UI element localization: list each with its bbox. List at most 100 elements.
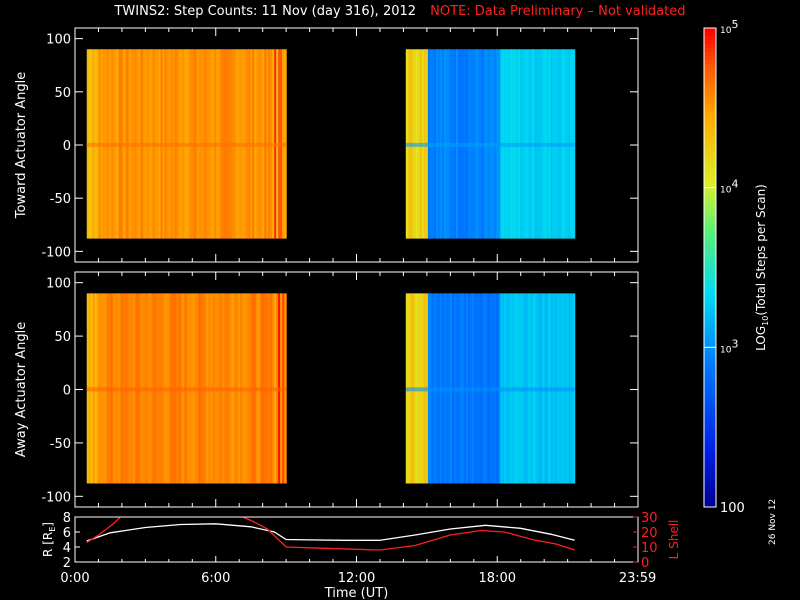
colorbar-cell: [704, 275, 716, 280]
colorbar-cell: [704, 347, 716, 352]
colorbar-cell: [704, 103, 716, 109]
colorbar-cell: [704, 375, 716, 380]
heatmap-block: [405, 293, 576, 484]
colorbar-cell: [704, 243, 716, 249]
colorbar-cell: [704, 435, 716, 440]
colorbar-cell: [704, 239, 716, 245]
colorbar-cell: [704, 83, 716, 89]
l-shell-line: [86, 517, 575, 551]
zero-angle-band: [405, 387, 575, 392]
x-axis-label: Time (UT): [324, 586, 389, 600]
zero-angle-band: [405, 142, 575, 147]
heatmap-panel: -100 -50 0 50 100 Toward Actuator Angle: [14, 27, 639, 263]
colorbar-cell: [704, 215, 716, 221]
colorbar-cell: [704, 491, 716, 496]
heatmap-block: [86, 49, 287, 239]
y-tick-label: -50: [50, 437, 71, 452]
colorbar-label: LOG10(Total Steps per Scan): [754, 184, 770, 351]
validation-note: NOTE: Data Preliminary – Not validated: [430, 4, 686, 19]
zero-angle-band: [86, 387, 287, 392]
y-tick-label-right: 20: [641, 526, 658, 541]
colorbar-cell: [704, 223, 716, 229]
colorbar-cell: [704, 307, 716, 312]
y-tick-label: 0: [63, 384, 71, 399]
colorbar-cell: [704, 331, 716, 336]
colorbar-cell: [704, 335, 716, 340]
colorbar-cell: [704, 399, 716, 404]
y-axis-label: Toward Actuator Angle: [14, 72, 29, 219]
colorbar-cell: [704, 407, 716, 412]
colorbar-cell: [704, 55, 716, 61]
colorbar-cell: [704, 483, 716, 488]
colorbar-cell: [704, 28, 716, 33]
x-tick-label: 0:00: [60, 571, 89, 586]
y-tick-label-right: 0: [641, 556, 649, 571]
panel-frame: [74, 516, 639, 563]
colorbar-cell: [704, 287, 716, 292]
colorbar-cell: [704, 75, 716, 81]
colorbar-cell: [704, 495, 716, 500]
colorbar-cell: [704, 395, 716, 400]
label-superscript: 3: [731, 337, 738, 350]
zero-angle-band: [86, 142, 287, 147]
y-tick-label: 100: [46, 277, 71, 292]
colorbar-cell: [704, 315, 716, 320]
colorbar-cell: [704, 451, 716, 456]
y-tick-label: -100: [41, 245, 71, 260]
colorbar-cell: [704, 107, 716, 113]
colorbar-cell: [704, 475, 716, 480]
colorbar-cell: [704, 67, 716, 73]
colorbar-cell: [704, 219, 716, 225]
label-part: 10: [720, 186, 732, 196]
colorbar-tick-label: 100: [720, 501, 745, 516]
label-subscript: 10: [761, 316, 770, 326]
colorbar-cell: [704, 63, 716, 69]
colorbar-cell: [704, 39, 716, 45]
colorbar-cell: [704, 131, 716, 137]
colorbar-cell: [704, 183, 716, 189]
colorbar-cell: [704, 127, 716, 133]
colorbar-cell: [704, 443, 716, 448]
colorbar-cell: [704, 155, 716, 161]
colorbar-cell: [704, 43, 716, 49]
heatmap-block: [405, 49, 576, 239]
label-part: LOG: [754, 326, 768, 351]
colorbar-cell: [704, 351, 716, 356]
x-tick-label: 6:00: [201, 571, 230, 586]
colorbar-cell: [704, 143, 716, 149]
colorbar-cell: [704, 379, 716, 384]
plot-title: TWINS2: Step Counts: 11 Nov (day 316), 2…: [114, 4, 417, 19]
colorbar-cell: [704, 311, 716, 316]
colorbar-cell: [704, 355, 716, 360]
y-tick-label: 2: [63, 556, 71, 571]
label-part: 10: [720, 345, 732, 355]
colorbar-cell: [704, 359, 716, 364]
colorbar-cell: [704, 267, 716, 272]
colorbar-cell: [704, 59, 716, 65]
colorbar-cell: [704, 471, 716, 476]
colorbar-cell: [704, 115, 716, 121]
colorbar-cell: [704, 171, 716, 177]
y-tick-label: 0: [63, 139, 71, 154]
colorbar-cell: [704, 163, 716, 169]
colorbar-cell: [704, 187, 716, 193]
label-superscript: 4: [731, 178, 738, 191]
y-tick-label-right: 30: [641, 511, 658, 526]
y-tick-label: 100: [46, 33, 71, 48]
colorbar-cell: [704, 91, 716, 97]
colorbar-cell: [704, 487, 716, 492]
y-tick-label: 50: [54, 330, 71, 345]
label-part: ]: [41, 522, 55, 527]
colorbar-cell: [704, 235, 716, 241]
colorbar-cell: [704, 371, 716, 376]
colorbar-cell: [704, 431, 716, 436]
colorbar-cell: [704, 323, 716, 328]
colorbar-cell: [704, 391, 716, 396]
colorbar-cell: [704, 251, 716, 257]
colorbar-cell: [704, 455, 716, 460]
label-part: 10: [720, 26, 732, 36]
heatmap-block: [86, 293, 287, 484]
colorbar-cell: [704, 263, 716, 268]
